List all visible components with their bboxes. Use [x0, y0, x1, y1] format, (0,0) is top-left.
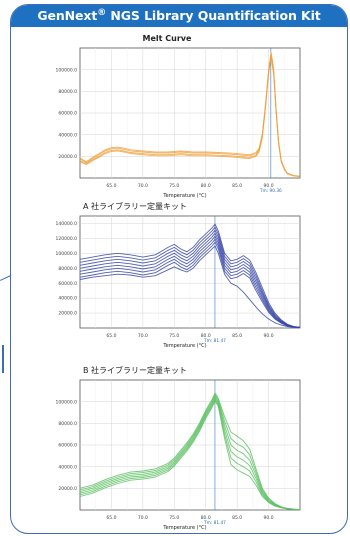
x-axis-label: Temperature (°C) [162, 193, 206, 199]
x-tick-label: 90.0 [264, 183, 274, 189]
x-tick-label: 85.0 [232, 333, 242, 339]
tm-label: Tm: 90.36 [259, 188, 282, 194]
registered-mark: ® [97, 8, 107, 18]
y-tick-label: 20000.0 [58, 311, 77, 317]
series-line [79, 395, 301, 511]
x-tick-label: 80.0 [201, 515, 211, 521]
melt-chart-2: A 社ライブラリー定量キット 65.0 70.0 75.0 80.0 85.0 90.0 20… [56, 201, 301, 349]
y-tick-label: 80000.0 [58, 421, 77, 427]
x-tick-label: 80.0 [201, 333, 211, 339]
y-tick-label: 100000.0 [56, 67, 78, 73]
x-tick-label: 70.0 [138, 515, 148, 521]
y-tick-label: 100000.0 [56, 399, 78, 405]
connector-line [2, 345, 4, 373]
tm-label: Tm: 81.47 [203, 520, 226, 526]
x-tick-label: 65.0 [106, 183, 116, 189]
series-line [79, 235, 301, 329]
series-line [79, 392, 301, 511]
series-line [79, 400, 301, 511]
x-axis-label: Temperature (°C) [162, 343, 206, 349]
x-tick-label: 75.0 [169, 183, 179, 189]
y-tick-label: 60000.0 [58, 111, 77, 117]
y-tick-label: 80000.0 [58, 89, 77, 95]
x-tick-label: 70.0 [138, 183, 148, 189]
y-tick-label: 40000.0 [58, 464, 77, 470]
series-line [79, 226, 301, 328]
series-line [79, 51, 301, 177]
y-tick-label: 80000.0 [58, 266, 77, 272]
y-tick-label: 100000.0 [56, 251, 78, 257]
chart-title: A 社ライブラリー定量キット [83, 201, 187, 211]
x-axis-label: Temperature (°C) [162, 525, 206, 531]
kit-banner: GenNext® NGS Library Quantification Kit [11, 5, 347, 27]
y-tick-label: 20000.0 [58, 154, 77, 160]
melt-chart-1: Melt Curve 65.0 70.0 75.0 80.0 85.0 90.0 20000.… [56, 34, 301, 199]
series-line [79, 238, 301, 329]
y-tick-label: 40000.0 [58, 132, 77, 138]
x-tick-label: 70.0 [138, 333, 148, 339]
melt-chart-3: B 社ライブラリー定量キット 65.0 70.0 75.0 80.0 85.0 90.0 20… [56, 365, 301, 531]
y-tick-label: 40000.0 [58, 296, 77, 302]
x-tick-label: 65.0 [106, 515, 116, 521]
series-line [79, 399, 301, 511]
x-tick-label: 90.0 [264, 515, 274, 521]
chart-title: B 社ライブラリー定量キット [83, 365, 187, 375]
series-line [79, 394, 301, 511]
chart-title: Melt Curve [143, 34, 192, 43]
tm-label: Tm: 81.47 [203, 338, 226, 344]
x-tick-label: 90.0 [264, 333, 274, 339]
series-line [79, 232, 301, 328]
y-tick-label: 140000.0 [56, 221, 78, 227]
y-tick-label: 20000.0 [58, 486, 77, 492]
series-line [79, 241, 301, 329]
x-tick-label: 85.0 [232, 515, 242, 521]
series-line [79, 397, 301, 511]
banner-title: GenNext® NGS Library Quantification Kit [11, 8, 347, 23]
series-line [79, 229, 301, 328]
x-tick-label: 75.0 [169, 515, 179, 521]
y-tick-label: 120000.0 [56, 236, 78, 242]
x-tick-label: 85.0 [232, 183, 242, 189]
x-tick-label: 65.0 [106, 333, 116, 339]
series-line [79, 223, 301, 328]
series-line [79, 245, 301, 329]
y-tick-label: 60000.0 [58, 443, 77, 449]
kit-name: NGS Library Quantification Kit [106, 8, 321, 24]
x-tick-label: 75.0 [169, 333, 179, 339]
x-tick-label: 80.0 [201, 183, 211, 189]
brand-name: GenNext [37, 8, 98, 24]
y-tick-label: 60000.0 [58, 281, 77, 287]
